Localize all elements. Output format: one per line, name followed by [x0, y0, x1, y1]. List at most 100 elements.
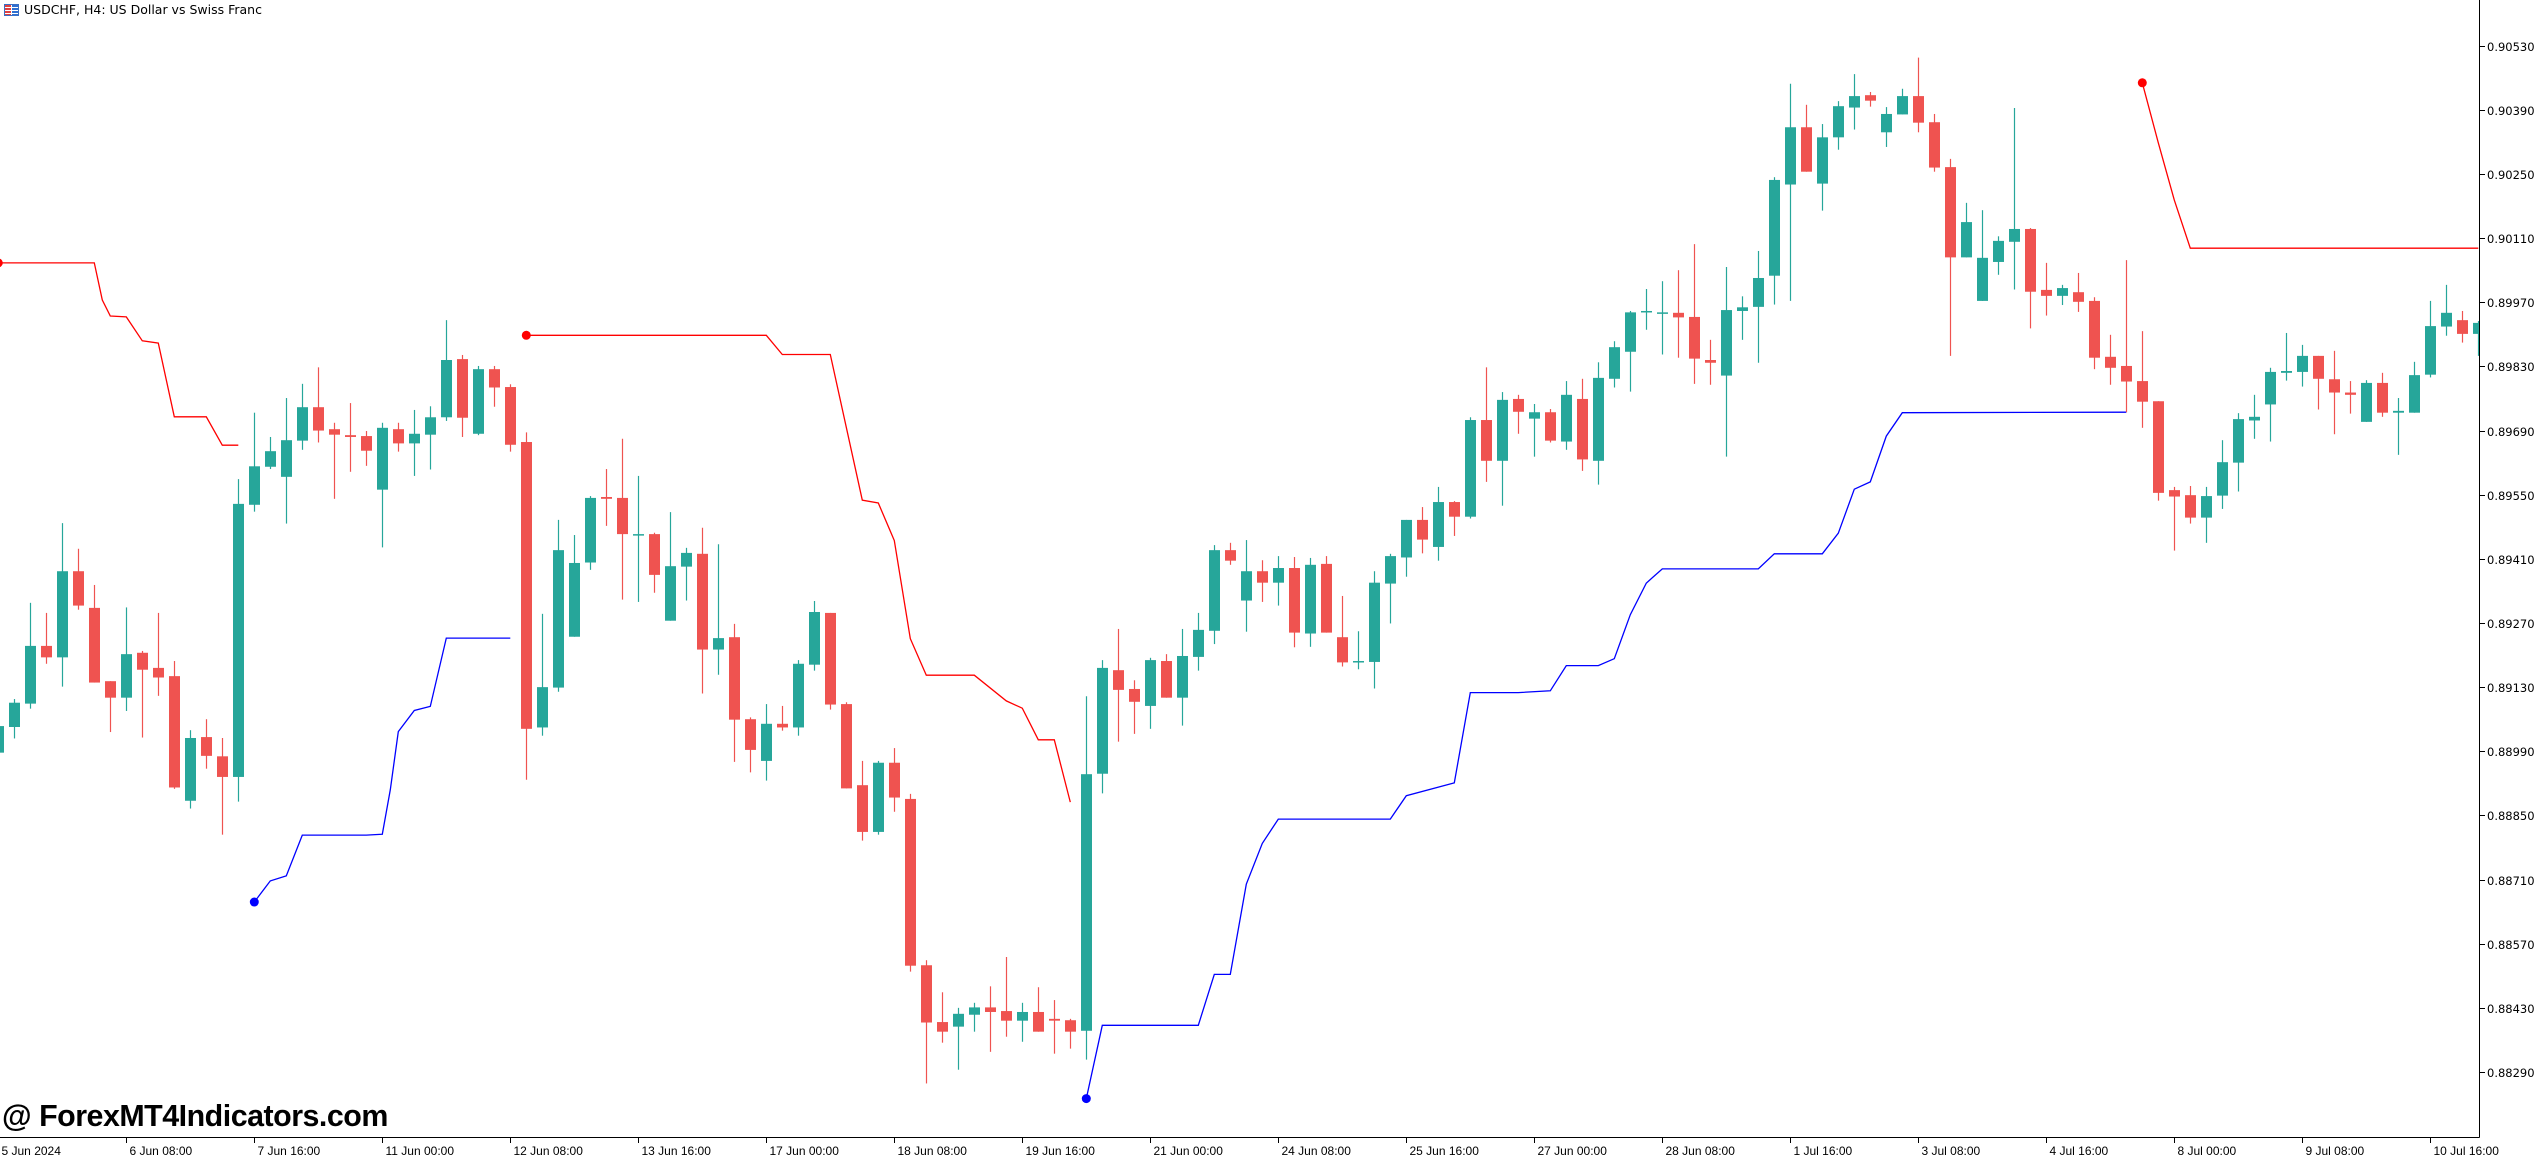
bearish-candle: [777, 705, 788, 731]
time-axis[interactable]: 5 Jun 2024 6 Jun 08:00 7 Jun 16:00 11 Jun 0…: [0, 1137, 2499, 1159]
candle-body: [169, 676, 180, 788]
candle-body: [1001, 1011, 1012, 1021]
bullish-candle: [2265, 367, 2276, 442]
candle-body: [1657, 312, 1668, 314]
candle-body: [1721, 310, 1732, 376]
candle-body: [2025, 228, 2036, 292]
bullish-candle: [681, 547, 692, 601]
candle-body: [2233, 419, 2244, 463]
bearish-candle: [313, 367, 324, 443]
bearish-candle: [137, 650, 148, 738]
candle-body: [1849, 96, 1860, 108]
candle-body: [921, 965, 932, 1023]
candles: [0, 57, 2479, 1084]
bearish-candle: [489, 365, 500, 407]
candle-body: [1641, 310, 1652, 313]
bearish-candle: [2041, 262, 2052, 316]
candle-body: [1065, 1020, 1076, 1032]
candle-body: [105, 681, 116, 698]
time-label: 17 Jun 00:00: [770, 1144, 840, 1158]
candle-body: [2377, 382, 2388, 413]
bearish-candle: [1417, 507, 1428, 554]
candle-body: [361, 436, 372, 451]
candle-body: [585, 497, 596, 563]
candle-body: [2345, 392, 2356, 395]
candle-body: [2041, 289, 2052, 296]
price-label: 0.90110: [2487, 232, 2535, 246]
candle-body: [953, 1013, 964, 1027]
candle-body: [825, 612, 836, 705]
upper-stop-signal-dot: [521, 330, 531, 340]
bearish-candle: [521, 432, 532, 780]
chart-title: USDCHF, H4: US Dollar vs Swiss Franc: [4, 2, 262, 17]
bearish-candle: [1449, 501, 1460, 536]
price-axis[interactable]: 0.90530 0.90390 0.90250 0.90110 0.89970 0.898…: [2479, 40, 2535, 1080]
price-label: 0.88990: [2487, 745, 2535, 759]
candle-body: [569, 562, 580, 637]
plot-area[interactable]: [0, 57, 2484, 1104]
candle-body: [969, 1007, 980, 1015]
bearish-candle: [2345, 381, 2356, 414]
bearish-candle: [905, 793, 916, 972]
price-label: 0.89690: [2487, 425, 2535, 439]
price-label: 0.90390: [2487, 104, 2535, 118]
bullish-candle: [25, 602, 36, 709]
time-label: 4 Jul 16:00: [2050, 1144, 2109, 1158]
candle-body: [1689, 316, 1700, 359]
bullish-candle: [1593, 362, 1604, 485]
bullish-candle: [1641, 288, 1652, 330]
bullish-candle: [1017, 1002, 1028, 1042]
candle-body: [505, 387, 516, 445]
candle-body: [1465, 420, 1476, 517]
upper-stop-line: [526, 334, 1071, 803]
bearish-candle: [1673, 270, 1684, 358]
time-label: 1 Jul 16:00: [1794, 1144, 1853, 1158]
bearish-candle: [1801, 104, 1812, 172]
candle-body: [1129, 688, 1140, 702]
candle-body: [713, 638, 724, 650]
bullish-candle: [2409, 361, 2420, 413]
candle-body: [1401, 519, 1412, 558]
upper-stop-line: [0, 262, 239, 446]
candle-body: [1961, 222, 1972, 258]
candle-body: [1321, 563, 1332, 633]
candle-body: [2329, 379, 2340, 393]
bearish-candle: [1161, 654, 1172, 698]
bullish-candle: [665, 512, 676, 621]
bearish-candle: [2313, 355, 2324, 410]
bullish-candle: [441, 320, 452, 421]
candle-body: [1929, 122, 1940, 168]
candle-body: [329, 429, 340, 435]
candle-body: [457, 359, 468, 418]
bullish-candle: [969, 1002, 980, 1032]
price-label: 0.89830: [2487, 360, 2535, 374]
bullish-candle: [2201, 486, 2212, 543]
bullish-candle: [1817, 124, 1828, 211]
candle-body: [2009, 228, 2020, 242]
bearish-candle: [937, 992, 948, 1043]
candle-body: [0, 726, 4, 753]
bearish-candle: [1225, 542, 1236, 565]
candle-body: [665, 566, 676, 621]
bullish-candle: [1561, 381, 1572, 450]
bearish-candle: [2185, 486, 2196, 524]
candle-body: [1097, 667, 1108, 774]
bearish-candle: [73, 548, 84, 610]
candle-body: [617, 497, 628, 535]
candle-body: [1241, 571, 1252, 601]
bullish-candle: [1177, 628, 1188, 726]
bullish-candle: [1385, 553, 1396, 624]
candle-body: [137, 652, 148, 670]
candle-body: [297, 407, 308, 441]
bearish-candle: [1033, 987, 1044, 1032]
candle-body: [2473, 322, 2479, 334]
bullish-candle: [553, 519, 564, 692]
candle-body: [1945, 167, 1956, 258]
candle-body: [2105, 356, 2116, 368]
candle-body: [937, 1022, 948, 1032]
candle-body: [2201, 496, 2212, 518]
candle-body: [1353, 661, 1364, 663]
bearish-candle: [1929, 113, 1940, 172]
candle-body: [233, 503, 244, 777]
lower-stop-line: [1085, 411, 2127, 1099]
